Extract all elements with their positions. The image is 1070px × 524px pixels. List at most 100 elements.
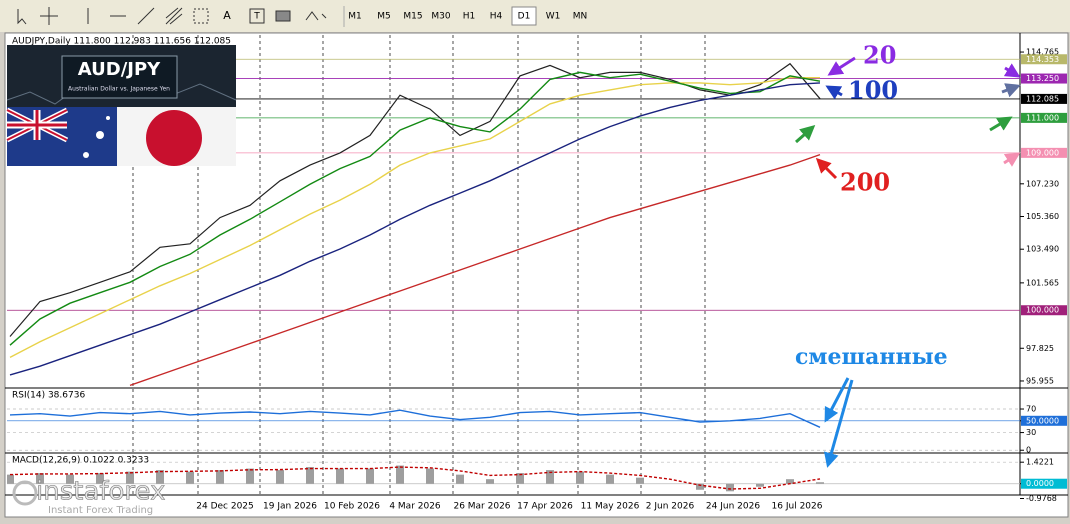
panel-title: MACD(12,26,9) 0.1022 0.3233: [12, 456, 149, 466]
histogram-bar: [726, 483, 734, 492]
label-tool-glyph: T: [253, 12, 260, 22]
level-box: [1021, 73, 1067, 84]
level-box: [1021, 478, 1067, 489]
y-tick-label: 103.490: [1026, 245, 1059, 254]
shape-tool[interactable]: [275, 10, 291, 22]
time-label: 19 Jan 2026: [263, 502, 317, 512]
series-line: [9, 71, 821, 346]
level-label: 114.353: [1026, 55, 1059, 64]
time-label: 10 Feb 2026: [324, 502, 380, 512]
y-tick-label: 95.955: [1026, 376, 1054, 385]
histogram-bar: [786, 479, 794, 484]
label-tool[interactable]: [249, 8, 265, 24]
y-tick-label: 70: [1026, 405, 1036, 414]
histogram-bar: [336, 468, 344, 484]
timeframe-button[interactable]: MN: [573, 12, 588, 22]
histogram-bar: [276, 470, 284, 484]
level-label: 109.000: [1026, 148, 1059, 157]
y-tick-label: 30: [1026, 428, 1036, 437]
histogram-bar: [606, 474, 614, 484]
histogram-bar: [756, 483, 764, 487]
logo-pair: AUD/JPY: [78, 59, 161, 80]
panel-title: AUDJPY,Daily 111.800 112.983 111.656 112…: [12, 37, 231, 47]
y-tick-label: 97.825: [1026, 344, 1054, 353]
histogram-bar: [696, 483, 704, 490]
level-label: 113.250: [1026, 74, 1059, 83]
histogram-bar: [546, 470, 554, 484]
time-label: 2 Jun 2026: [646, 502, 695, 512]
y-tick-label: 101.565: [1026, 278, 1059, 287]
watermark-tagline: Instant Forex Trading: [48, 505, 153, 516]
timeframe-button[interactable]: D1: [518, 12, 531, 22]
histogram-bar: [396, 465, 404, 484]
timeframe-button[interactable]: M30: [431, 12, 450, 22]
watermark-icon: [12, 480, 38, 506]
annotation: 20: [863, 41, 896, 70]
trendline-tool[interactable]: [137, 7, 155, 25]
time-label: 17 Apr 2026: [517, 502, 573, 512]
annotation: 100: [848, 76, 898, 105]
timeframe-button[interactable]: M5: [377, 12, 391, 22]
y-tick-label: 50.0000: [1026, 416, 1059, 425]
timeframe-pressed: [511, 6, 537, 26]
annotation-arrows: [795, 56, 1021, 468]
level-box: [1021, 93, 1067, 104]
crosshair-tool[interactable]: [40, 7, 58, 25]
histogram-bar: [7, 474, 14, 484]
timeframe-button[interactable]: M15: [403, 12, 422, 22]
series-line: [129, 153, 821, 387]
panel-title: RSI(14) 38.6736: [12, 391, 85, 401]
histogram-bar: [126, 471, 134, 484]
histogram-bar: [246, 468, 254, 484]
y-tick-label: -0.9768: [1026, 494, 1057, 503]
timeframe-button[interactable]: M1: [348, 12, 362, 22]
annotation: смешанные: [795, 344, 948, 370]
level-box: [1021, 112, 1067, 123]
timeframe-button[interactable]: H1: [463, 12, 476, 22]
y-tick-label: 0: [1026, 446, 1031, 455]
fibo-tool[interactable]: [193, 8, 209, 24]
toolbar-icons: [17, 7, 327, 25]
histogram-bar: [186, 471, 194, 484]
histogram-bar: [36, 473, 44, 484]
time-label: 26 Mar 2026: [453, 502, 510, 512]
cursor-tool[interactable]: [17, 9, 27, 25]
y-tick-label: 0.0000: [1026, 479, 1054, 488]
series-line: [9, 82, 821, 376]
histogram-bar: [636, 477, 644, 484]
histogram-bar: [486, 479, 494, 484]
time-label: 24 Jun 2026: [706, 502, 760, 512]
histogram-bar: [216, 470, 224, 484]
annotation: 200: [840, 168, 890, 197]
timeframe-button[interactable]: W1: [546, 12, 561, 22]
histogram-bar: [426, 468, 434, 484]
y-tick-label: 107.230: [1026, 179, 1059, 188]
histogram-bar: [456, 474, 464, 484]
histogram-bar: [156, 470, 164, 484]
watermark-brand: instaforex: [36, 477, 165, 507]
level-label: 100.000: [1026, 306, 1059, 315]
y-tick-label: 105.360: [1026, 212, 1059, 221]
pair-logo: AUD/JPY Australian Dollar vs. Japanese Y…: [5, 45, 237, 166]
level-label: 112.085: [1026, 94, 1059, 103]
histogram-bar: [96, 473, 104, 484]
y-tick-label: 114.765: [1026, 48, 1059, 57]
timeframe-button[interactable]: H4: [490, 12, 503, 22]
level-box: [1021, 54, 1067, 65]
series-line: [9, 466, 821, 490]
level-box: [1021, 147, 1067, 158]
series-line: [9, 77, 820, 359]
histogram-bar: [306, 467, 314, 484]
level-box: [1021, 305, 1067, 316]
arrows-tool[interactable]: [305, 11, 327, 21]
histogram-bar: [66, 474, 74, 484]
time-label: 16 Jul 2026: [772, 502, 823, 512]
histogram-bar: [816, 482, 824, 484]
time-label: 24 Dec 2025: [196, 502, 254, 512]
text-tool[interactable]: A: [223, 9, 231, 22]
logo-subtitle: Australian Dollar vs. Japanese Yen: [68, 86, 170, 93]
channel-tool[interactable]: [165, 7, 183, 25]
level-label: 111.000: [1026, 113, 1059, 122]
